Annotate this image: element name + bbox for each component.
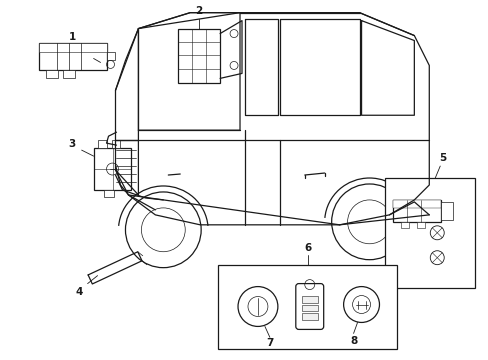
Bar <box>46 71 58 78</box>
Bar <box>416 222 425 228</box>
Text: 2: 2 <box>195 6 203 15</box>
Bar <box>301 305 317 311</box>
Bar <box>111 140 120 148</box>
Bar <box>401 222 408 228</box>
Text: 8: 8 <box>349 336 356 346</box>
Bar <box>385 178 474 288</box>
Bar <box>178 28 220 84</box>
Bar <box>93 148 131 190</box>
Text: 7: 7 <box>265 338 273 348</box>
Bar <box>301 296 317 302</box>
Text: 3: 3 <box>68 139 75 149</box>
Bar <box>301 314 317 320</box>
Text: 4: 4 <box>76 287 83 297</box>
Bar <box>106 53 114 60</box>
Bar <box>39 42 106 71</box>
FancyBboxPatch shape <box>295 284 323 329</box>
Text: 1: 1 <box>69 32 76 41</box>
Bar <box>98 140 106 148</box>
Text: 6: 6 <box>304 243 311 253</box>
Bar <box>393 200 440 208</box>
Bar <box>62 71 75 78</box>
Bar <box>218 265 397 349</box>
Bar <box>103 190 113 197</box>
Bar <box>440 202 452 220</box>
Bar <box>39 42 106 53</box>
Text: 5: 5 <box>439 153 446 163</box>
Bar <box>393 200 440 222</box>
